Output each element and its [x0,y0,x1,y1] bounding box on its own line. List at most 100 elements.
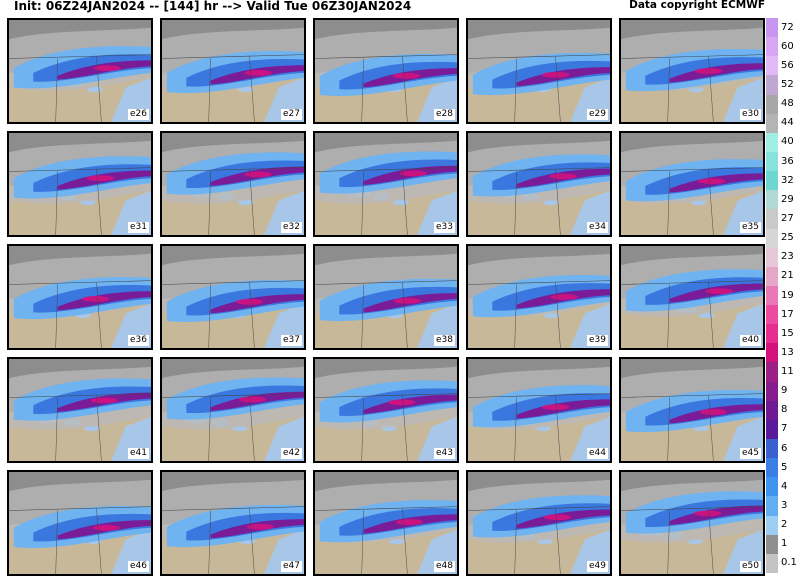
member-label: e27 [281,109,302,120]
colorbar-swatch [766,18,778,38]
colorbar-tick-label: 7 [781,423,788,435]
member-label: e31 [128,222,149,233]
ensemble-member-map: e36 [7,244,153,350]
colorbar-tick-label: 29 [781,193,794,205]
colorbar [766,18,778,574]
colorbar-tick-label: 13 [781,346,794,358]
colorbar-tick-label: 48 [781,98,794,110]
colorbar-tick-label: 15 [781,327,794,339]
member-label: e40 [740,335,761,346]
member-label: e39 [587,335,608,346]
colorbar-swatch [766,132,778,153]
colorbar-swatch [766,75,778,96]
snowfall-map [162,366,304,461]
colorbar-tick-label: 21 [781,270,794,282]
colorbar-swatch [766,381,778,402]
ensemble-member-map: e37 [160,244,306,350]
snowfall-map [621,27,763,122]
snowfall-map [315,140,457,235]
colorbar-swatch [766,171,778,191]
snowfall-map [621,253,763,348]
ensemble-member-map: e48 [313,470,459,576]
ensemble-member-map: e29 [466,18,612,124]
member-label: e35 [740,222,761,233]
ensemble-member-map: e42 [160,357,306,463]
member-label: e26 [128,109,149,120]
colorbar-swatch [766,553,778,574]
ensemble-member-map: e50 [619,470,765,576]
snowfall-map [9,140,151,235]
snowfall-map [9,253,151,348]
member-label: e42 [281,448,302,459]
colorbar-tick-label: 52 [781,78,794,90]
ensemble-member-map: e46 [7,470,153,576]
colorbar-swatch [766,151,778,172]
ensemble-member-map: e28 [313,18,459,124]
colorbar-tick-label: 3 [781,500,788,512]
member-label: e43 [434,448,455,459]
snowfall-map [621,479,763,574]
colorbar-swatch [766,209,778,229]
colorbar-tick-label: 60 [781,40,794,52]
colorbar-swatch [766,534,778,555]
snowfall-map [468,140,610,235]
member-label: e38 [434,335,455,346]
member-label: e28 [434,109,455,120]
ensemble-member-map: e43 [313,357,459,463]
colorbar-tick-label: 1 [781,538,788,550]
colorbar-swatch [766,228,778,249]
ensemble-member-map: e40 [619,244,765,350]
member-label: e47 [281,561,302,572]
colorbar-tick-label: 6 [781,442,788,454]
member-label: e48 [434,561,455,572]
member-label: e30 [740,109,761,120]
colorbar-swatch [766,94,778,115]
member-label: e29 [587,109,608,120]
snowfall-map [9,366,151,461]
member-label: e46 [128,561,149,572]
snowfall-map [9,479,151,574]
colorbar-swatch [766,400,778,421]
snowfall-map [315,366,457,461]
snowfall-map [162,253,304,348]
colorbar-tick-label: 4 [781,480,788,492]
colorbar-tick-label: 56 [781,59,794,71]
snowfall-map [162,479,304,574]
ensemble-member-map: e26 [7,18,153,124]
ensemble-member-map: e30 [619,18,765,124]
colorbar-swatch [766,37,778,57]
colorbar-tick-label: 9 [781,385,788,397]
ensemble-member-map: e39 [466,244,612,350]
snowfall-map [621,140,763,235]
ensemble-member-map: e41 [7,357,153,463]
colorbar-tick-label: 36 [781,155,794,167]
colorbar-swatch [766,247,778,268]
snowfall-map [468,253,610,348]
ensemble-member-map: e47 [160,470,306,576]
colorbar-tick-label: 44 [781,117,794,129]
member-label: e49 [587,561,608,572]
snowfall-map [162,140,304,235]
ensemble-member-map: e27 [160,18,306,124]
member-label: e44 [587,448,608,459]
colorbar-swatch [766,285,778,306]
colorbar-swatch [766,458,778,478]
colorbar-tick-label: 72 [781,21,794,33]
colorbar-tick-label: 8 [781,404,788,416]
colorbar-swatch [766,496,778,517]
colorbar-tick-label: 40 [781,136,794,148]
member-label: e41 [128,448,149,459]
snowfall-map [315,253,457,348]
ensemble-member-map: e49 [466,470,612,576]
colorbar-tick-label: 23 [781,251,794,263]
member-label: e33 [434,222,455,233]
colorbar-swatch [766,515,778,536]
colorbar-tick-label: 11 [781,366,794,378]
colorbar-swatch [766,305,778,325]
ensemble-member-map: e32 [160,131,306,237]
colorbar-tick-label: 0.1 [781,557,797,569]
ensemble-member-map: e45 [619,357,765,463]
forecast-title: Init: 06Z24JAN2024 -- [144] hr --> Valid… [14,0,412,13]
snowfall-map [9,27,151,122]
colorbar-tick-label: 32 [781,174,794,186]
